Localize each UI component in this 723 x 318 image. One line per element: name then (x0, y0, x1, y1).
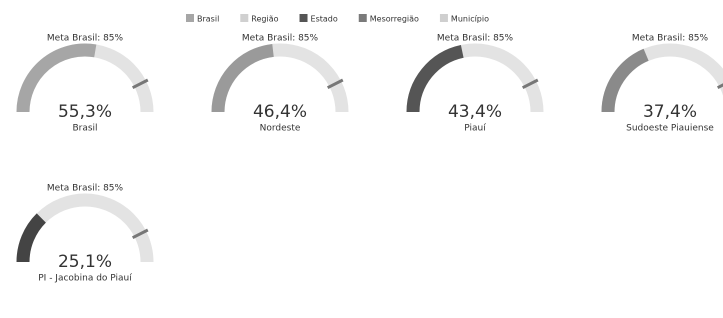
target-label: Meta Brasil: 85% (242, 34, 319, 44)
gauge-value: 37,4% (643, 102, 697, 122)
target-label: Meta Brasil: 85% (632, 34, 709, 44)
gauge-fill (608, 55, 646, 112)
legend-label: Brasil (197, 15, 219, 24)
legend-swatch (359, 14, 367, 22)
target-label: Meta Brasil: 85% (437, 34, 514, 44)
gauge-fill (23, 218, 41, 262)
gauge-label: Sudoeste Piauiense (626, 124, 714, 134)
target-label: Meta Brasil: 85% (47, 34, 124, 44)
legend-label: Região (251, 15, 278, 24)
gauge-label: PI - Jacobina do Piauí (38, 274, 132, 284)
gauge-value: 43,4% (448, 102, 502, 122)
gauge-value: 25,1% (58, 252, 112, 272)
legend-swatch (186, 14, 194, 22)
gauge-value: 55,3% (58, 102, 112, 122)
legend-label: Município (451, 15, 489, 24)
legend-swatch (300, 14, 308, 22)
legend-label: Estado (311, 15, 338, 24)
gauge-label: Piauí (464, 124, 486, 134)
legend-swatch (440, 14, 448, 22)
gauge-value: 46,4% (253, 102, 307, 122)
dashboard: Brasil Região Estado Mesorregião Município Me… (0, 0, 723, 318)
gauge-label: Brasil (72, 124, 97, 134)
target-label: Meta Brasil: 85% (47, 184, 124, 194)
gauge-label: Nordeste (260, 124, 301, 134)
legend-swatch (240, 14, 248, 22)
legend-label: Mesorregião (370, 15, 419, 24)
